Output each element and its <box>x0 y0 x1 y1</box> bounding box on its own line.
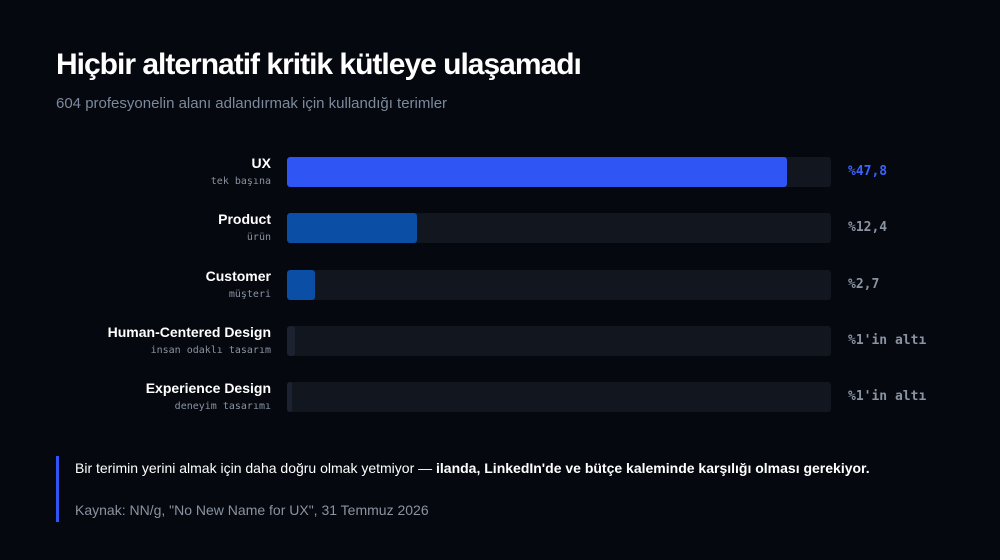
chart-title: Hiçbir alternatif kritik kütleye ulaşama… <box>56 48 582 81</box>
bar <box>287 213 417 244</box>
value-label: %1'in altı <box>848 389 927 405</box>
note-text-bold: ilanda, LinkedIn'de ve bütçe kaleminde k… <box>436 460 870 476</box>
note-text-plain: Bir terimin yerini almak için daha doğru… <box>75 460 433 476</box>
category-label: Customer <box>205 267 271 284</box>
bar-track <box>287 269 831 300</box>
value-label: %47,8 <box>848 164 888 179</box>
bar-row: UX tek başına %47,8 <box>0 155 1000 197</box>
category-sublabel: ürün <box>246 232 271 244</box>
bar-track <box>287 382 831 413</box>
callout-note: Bir terimin yerini almak için daha doğru… <box>56 456 919 522</box>
category-sublabel: deneyim tasarımı <box>174 401 271 413</box>
bar-track <box>287 157 831 187</box>
category-sublabel: insan odaklı tasarım <box>150 344 271 356</box>
value-label: %1'in altı <box>848 332 927 348</box>
value-label: %2,7 <box>848 276 880 292</box>
category-label: Experience Design <box>145 380 271 397</box>
category-label: UX <box>251 155 271 171</box>
category-label: Human-Centered Design <box>107 323 271 340</box>
bar-track <box>287 325 831 356</box>
category-label: Product <box>218 211 271 228</box>
bar <box>287 325 295 356</box>
chart-subtitle: 604 profesyonelin alanı adlandırmak için… <box>56 95 448 112</box>
note-text: Bir terimin yerini almak için daha doğru… <box>75 457 915 479</box>
bar <box>287 382 292 413</box>
category-sublabel: tek başına <box>210 176 271 187</box>
value-label: %12,4 <box>848 220 888 236</box>
bar-row: Customer müşteri %2,7 <box>0 268 1000 310</box>
source-citation: Kaynak: NN/g, "No New Name for UX", 31 T… <box>75 502 429 518</box>
category-sublabel: müşteri <box>228 288 271 300</box>
bar <box>287 269 315 300</box>
bar <box>287 157 787 187</box>
bar-chart: UX tek başına %47,8 Product ürün %12,4 Custome… <box>0 155 1000 422</box>
bar-track <box>287 213 831 244</box>
bar-row: Human-Centered Design insan odaklı tasarı… <box>0 324 1000 366</box>
bar-row: Experience Design deneyim tasarımı %1'in a… <box>0 380 1000 422</box>
bar-row: Product ürün %12,4 <box>0 211 1000 253</box>
